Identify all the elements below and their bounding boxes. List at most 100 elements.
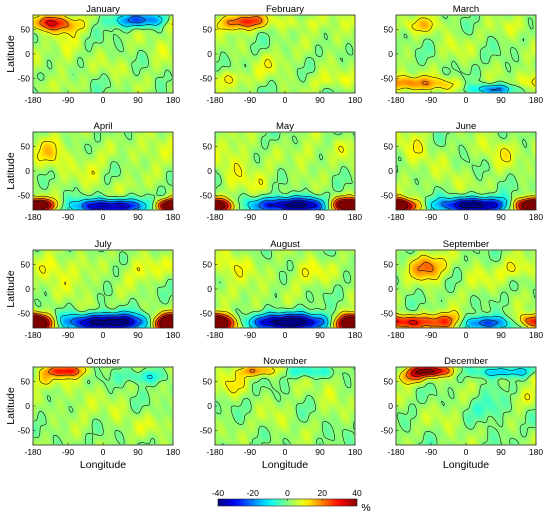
x-tick-label: 0 xyxy=(283,330,288,340)
x-tick-label: -180 xyxy=(206,95,223,105)
panel-title: October xyxy=(86,356,120,367)
panel-title: February xyxy=(266,4,304,15)
contour-lines xyxy=(396,367,536,445)
x-axis-label: Longitude xyxy=(262,459,308,471)
x-tick-label: -180 xyxy=(24,95,41,105)
y-tick-label: 0 xyxy=(388,166,393,176)
x-tick-label: 90 xyxy=(315,447,325,457)
contour-lines xyxy=(215,15,354,93)
x-tick-label: 0 xyxy=(464,212,469,222)
panel-title: May xyxy=(276,121,294,132)
y-tick-label: 0 xyxy=(25,49,30,59)
y-tick-label: -50 xyxy=(381,308,394,318)
x-tick-label: 180 xyxy=(529,330,543,340)
panel-may: May -180 -90 0 90 180 -50 0 50 xyxy=(200,121,363,222)
x-tick-label: -90 xyxy=(425,95,438,105)
x-tick-label: -180 xyxy=(24,212,41,222)
x-tick-label: 0 xyxy=(283,95,288,105)
x-tick-label: -90 xyxy=(62,330,75,340)
x-tick-label: 0 xyxy=(283,447,288,457)
x-tick-label: 180 xyxy=(348,212,362,222)
colorbar-tick-label: -40 xyxy=(212,488,225,498)
x-tick-label: 180 xyxy=(529,212,543,222)
y-tick-label: -50 xyxy=(18,425,31,435)
x-tick-label: -180 xyxy=(24,447,41,457)
y-tick-label: -50 xyxy=(381,425,394,435)
panel-title: August xyxy=(270,239,300,250)
x-tick-label: -90 xyxy=(244,95,257,105)
y-tick-label: -50 xyxy=(381,73,394,83)
y-tick-label: 50 xyxy=(21,377,31,387)
panel-july: July -180 -90 0 90 180 -50 0 50 Latitude xyxy=(5,239,180,340)
y-tick-label: -50 xyxy=(18,73,31,83)
heatmap-field xyxy=(33,132,173,210)
panel-march: March -180 -90 0 90 180 -50 0 50 xyxy=(381,4,544,105)
x-tick-label: -180 xyxy=(387,212,404,222)
x-tick-label: 180 xyxy=(348,330,362,340)
colorbar: -40 -20 0 20 40% xyxy=(212,488,371,514)
y-tick-label: 0 xyxy=(388,284,393,294)
x-tick-label: 180 xyxy=(166,212,180,222)
x-tick-label: 90 xyxy=(315,330,325,340)
x-axis-label: Longitude xyxy=(80,459,126,471)
heatmap-field xyxy=(396,132,536,210)
x-tick-label: -90 xyxy=(425,212,438,222)
y-tick-label: -50 xyxy=(200,308,213,318)
y-tick-label: 50 xyxy=(203,25,213,35)
contour-lines xyxy=(215,250,354,328)
panel-title: December xyxy=(444,356,488,367)
y-tick-label: 50 xyxy=(21,260,31,270)
panel-september: September -180 -90 0 90 180 -50 0 50 xyxy=(381,239,544,340)
y-tick-label: -50 xyxy=(200,425,213,435)
x-tick-label: 90 xyxy=(133,212,143,222)
y-axis-label: Latitude xyxy=(5,152,17,190)
panel-january: January -180 -90 0 90 180 -50 0 50 Latitude xyxy=(5,4,180,105)
x-tick-label: 0 xyxy=(101,212,106,222)
x-tick-label: 180 xyxy=(166,330,180,340)
heatmap-field xyxy=(33,15,173,93)
y-tick-label: 0 xyxy=(207,401,212,411)
heatmap-field xyxy=(33,250,173,328)
x-tick-label: -90 xyxy=(244,330,257,340)
contour-lines xyxy=(33,132,173,210)
y-axis-label: Latitude xyxy=(5,270,17,308)
y-tick-label: -50 xyxy=(381,190,394,200)
y-tick-label: 50 xyxy=(384,142,394,152)
heatmap-field xyxy=(396,15,536,93)
x-tick-label: -90 xyxy=(425,330,438,340)
colorbar-tick-label: 20 xyxy=(318,488,328,498)
contour-lines xyxy=(33,367,169,445)
y-axis-label: Latitude xyxy=(5,387,17,425)
panel-title: November xyxy=(263,356,307,367)
x-tick-label: 180 xyxy=(166,95,180,105)
y-tick-label: 50 xyxy=(21,142,31,152)
x-tick-label: -180 xyxy=(24,330,41,340)
x-tick-label: 0 xyxy=(283,212,288,222)
x-axis-label: Longitude xyxy=(443,459,489,471)
contour-lines xyxy=(396,15,536,93)
y-tick-label: 0 xyxy=(388,401,393,411)
x-tick-label: -180 xyxy=(387,95,404,105)
x-tick-label: 90 xyxy=(496,212,506,222)
x-tick-label: 0 xyxy=(464,95,469,105)
x-tick-label: -180 xyxy=(206,212,223,222)
x-tick-label: 180 xyxy=(166,447,180,457)
x-tick-label: 90 xyxy=(133,330,143,340)
x-tick-label: 90 xyxy=(496,447,506,457)
x-tick-label: 0 xyxy=(464,447,469,457)
x-tick-label: 180 xyxy=(348,447,362,457)
x-tick-label: 90 xyxy=(133,95,143,105)
x-tick-label: 90 xyxy=(496,330,506,340)
y-tick-label: -50 xyxy=(18,308,31,318)
y-tick-label: 0 xyxy=(25,166,30,176)
panel-title: July xyxy=(95,239,112,250)
y-axis-label: Latitude xyxy=(5,35,17,73)
x-tick-label: -90 xyxy=(62,95,75,105)
panel-june: June -180 -90 0 90 180 -50 0 50 xyxy=(381,121,544,222)
panel-november: November -180 -90 0 90 180 -50 0 50 Longitude xyxy=(200,356,363,471)
x-tick-label: 180 xyxy=(529,447,543,457)
contour-lines xyxy=(396,250,536,328)
panel-august: August -180 -90 0 90 180 -50 0 50 xyxy=(200,239,363,340)
y-tick-label: 50 xyxy=(203,377,213,387)
